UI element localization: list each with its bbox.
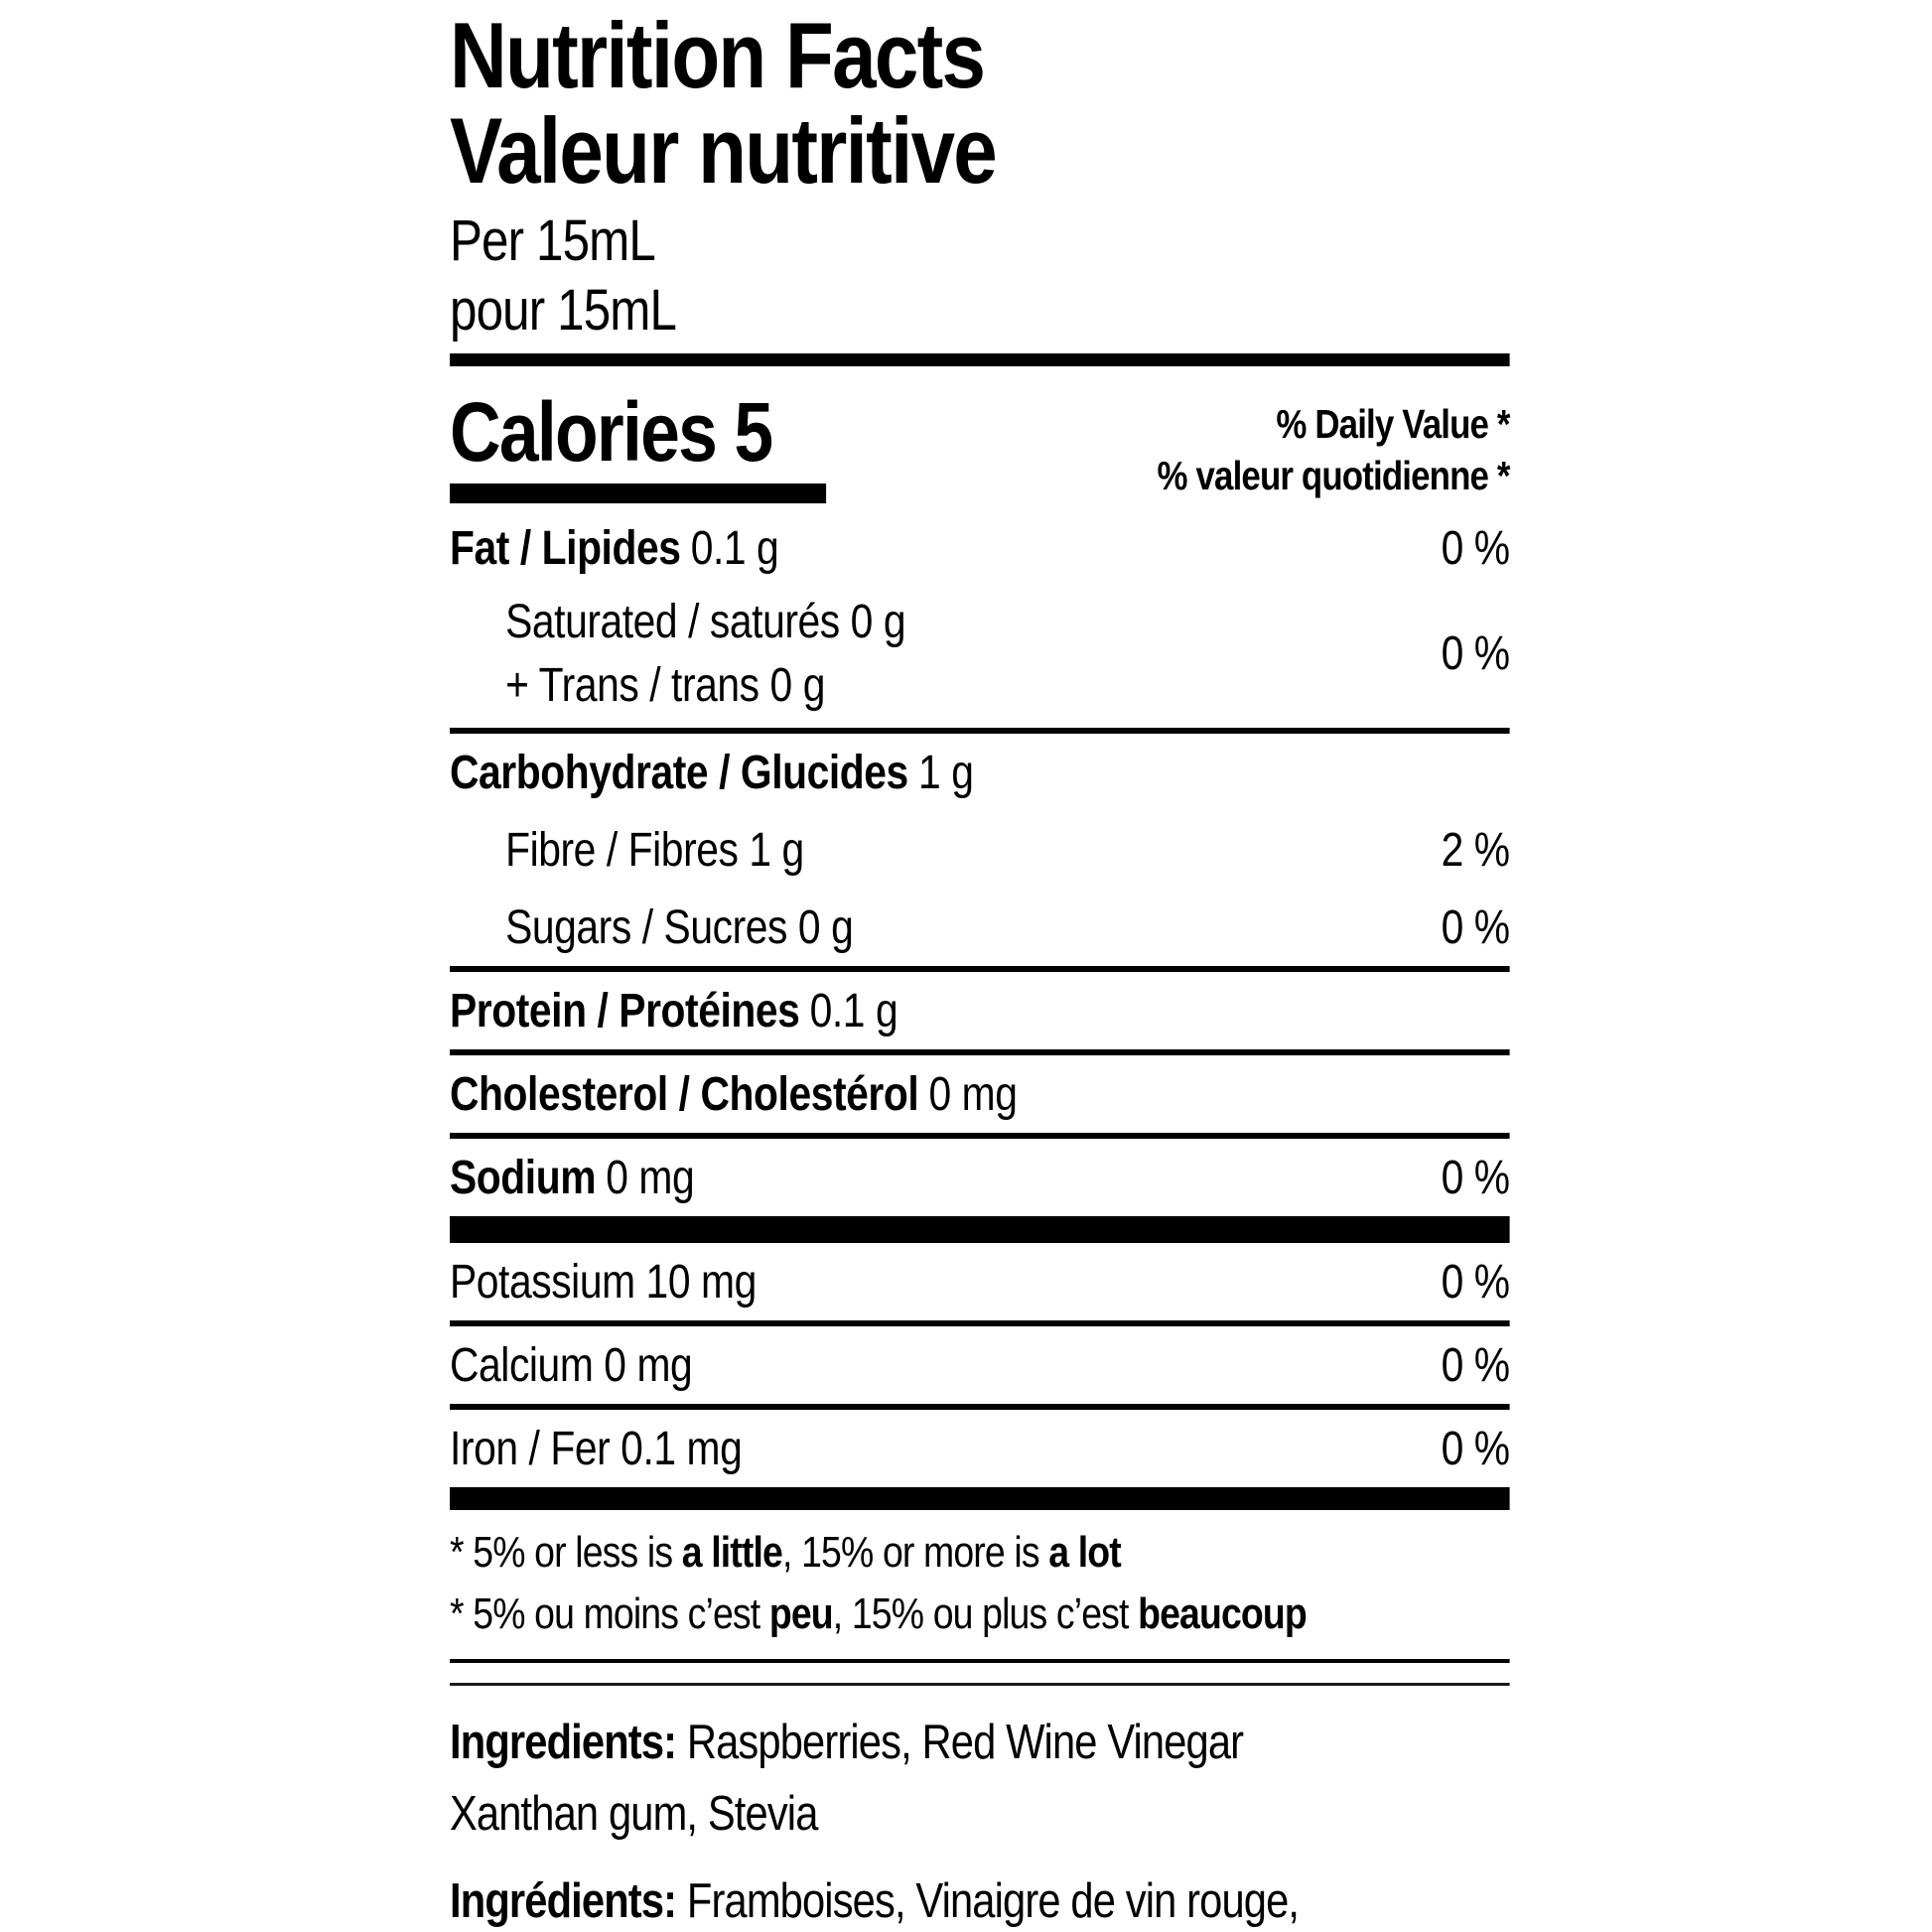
calories-label: Calories [450, 385, 718, 479]
row-saturated-trans: Saturated / saturés 0 g + Trans / trans … [450, 587, 1510, 728]
fibre-label: Fibre / Fibres 1 g [505, 824, 804, 877]
row-sugars: Sugars / Sucres 0 g 0 % [450, 889, 1510, 966]
sodium-amount: 0 mg [606, 1152, 695, 1204]
ingredients-en-heading: Ingredients: [450, 1716, 677, 1769]
serving-en: Per 15mL [450, 208, 656, 273]
protein-name: Protein / Protéines [450, 985, 800, 1037]
saturated-line: Saturated / saturés 0 g [505, 596, 906, 648]
title-fr: Valeur nutritive [450, 98, 998, 203]
dv-header-fr: % valeur quotidienne * [1157, 453, 1511, 498]
footnote-fr: * 5% ou moins c’est peu, 15% ou plus c’e… [450, 1586, 1510, 1643]
saturated-trans-daily-value: 0 % [1441, 627, 1510, 680]
section-rule [450, 728, 1510, 734]
title-en: Nutrition Facts [450, 3, 986, 107]
carbohydrate-label: Carbohydrate / Glucides 1 g [450, 746, 974, 801]
calories-heading: Calories 5 [450, 388, 826, 476]
dv-header-en: % Daily Value * [1276, 401, 1510, 447]
double-rule-bottom [450, 1683, 1510, 1686]
row-cholesterol: Cholesterol / Cholestérol 0 mg [450, 1055, 1510, 1133]
protein-label: Protein / Protéines 0.1 g [450, 984, 898, 1039]
fat-daily-value: 0 % [1441, 522, 1510, 575]
row-sodium: Sodium 0 mg 0 % [450, 1139, 1510, 1216]
top-thick-bar [450, 353, 1510, 366]
section-rule [450, 1320, 1510, 1326]
sodium-name: Sodium [450, 1152, 597, 1204]
fat-name: Fat / Lipides [450, 522, 681, 575]
sodium-daily-value: 0 % [1441, 1152, 1510, 1204]
ingredients-fr-list: Framboises, Vinaigre de vin rouge, [686, 1874, 1300, 1928]
section-rule [450, 1404, 1510, 1410]
section-rule [450, 966, 1510, 972]
ingredients-en-line2: Xanthan gum, Stevia [450, 1787, 818, 1841]
sugars-daily-value: 0 % [1441, 901, 1510, 954]
fat-label: Fat / Lipides 0.1 g [450, 521, 779, 577]
iron-daily-value: 0 % [1441, 1423, 1510, 1475]
sodium-label: Sodium 0 mg [450, 1151, 695, 1206]
daily-value-header: % Daily Value * % valeur quotidienne * [1157, 398, 1511, 501]
row-potassium: Potassium 10 mg 0 % [450, 1243, 1510, 1320]
fat-amount: 0.1 g [690, 522, 779, 575]
row-calcium: Calcium 0 mg 0 % [450, 1326, 1510, 1404]
saturated-trans-lines: Saturated / saturés 0 g + Trans / trans … [450, 591, 905, 718]
footnote-fr-bold-peu: peu [768, 1589, 834, 1638]
calories-value: 5 [734, 385, 773, 479]
serving-fr: pour 15mL [450, 278, 677, 343]
iron-thick-bar [450, 1487, 1510, 1510]
row-carbohydrate: Carbohydrate / Glucides 1 g [450, 734, 1510, 811]
ingredients-en-list: Raspberries, Red Wine Vinegar [686, 1716, 1244, 1769]
calories-underline-bar [450, 483, 827, 503]
section-rule [450, 1133, 1510, 1139]
row-fibre: Fibre / Fibres 1 g 2 % [450, 811, 1510, 889]
footnote-en-bold-a-lot: a lot [1048, 1528, 1121, 1577]
serving-size: Per 15mL pour 15mL [450, 207, 1510, 345]
footnote-en: * 5% or less is a little, 15% or more is… [450, 1524, 1510, 1582]
row-iron: Iron / Fer 0.1 mg 0 % [450, 1410, 1510, 1487]
ingredients-fr: Ingrédients: Framboises, Vinaigre de vin… [450, 1874, 1510, 1932]
fibre-daily-value: 2 % [1441, 824, 1510, 877]
iron-label: Iron / Fer 0.1 mg [450, 1423, 743, 1475]
protein-amount: 0.1 g [809, 985, 898, 1037]
label-title: Nutrition Facts Valeur nutritive [450, 8, 1510, 199]
footnote-en-text: , 15% or more is [782, 1528, 1049, 1577]
footnote-fr-bold-beaucoup: beaucoup [1138, 1589, 1308, 1638]
footnote-fr-text: , 15% ou plus c’est [832, 1589, 1139, 1638]
calories-block: Calories 5 [450, 388, 827, 503]
row-fat: Fat / Lipides 0.1 g 0 % [450, 503, 1510, 587]
nutrition-facts-label: Nutrition Facts Valeur nutritive Per 15m… [450, 8, 1510, 1932]
sugars-label: Sugars / Sucres 0 g [505, 901, 854, 954]
calcium-daily-value: 0 % [1441, 1339, 1510, 1392]
ingredients-fr-heading: Ingrédients: [450, 1874, 677, 1928]
section-rule [450, 1049, 1510, 1055]
ingredients-en: Ingredients: Raspberries, Red Wine Vineg… [450, 1716, 1510, 1841]
potassium-label: Potassium 10 mg [450, 1256, 757, 1309]
trans-line: + Trans / trans 0 g [505, 659, 825, 712]
carbohydrate-amount: 1 g [918, 747, 974, 799]
potassium-daily-value: 0 % [1441, 1256, 1510, 1309]
ingredients-en-line1: Ingredients: Raspberries, Red Wine Vineg… [450, 1716, 1510, 1769]
footnote-en-bold-a-little: a little [681, 1528, 783, 1577]
cholesterol-amount: 0 mg [928, 1068, 1018, 1121]
carbohydrate-name: Carbohydrate / Glucides [450, 747, 908, 799]
calories-section: Calories 5 % Daily Value * % valeur quot… [450, 388, 1510, 503]
cholesterol-name: Cholesterol / Cholestérol [450, 1068, 919, 1121]
double-rule-top [450, 1659, 1510, 1663]
row-protein: Protein / Protéines 0.1 g [450, 972, 1510, 1049]
cholesterol-label: Cholesterol / Cholestérol 0 mg [450, 1067, 1018, 1123]
sodium-thick-bar [450, 1216, 1510, 1243]
footnote-en-text: * 5% or less is [450, 1528, 682, 1577]
footnote-fr-text: * 5% ou moins c’est [450, 1589, 769, 1638]
calcium-label: Calcium 0 mg [450, 1339, 693, 1392]
ingredients-fr-line1: Ingrédients: Framboises, Vinaigre de vin… [450, 1874, 1510, 1928]
